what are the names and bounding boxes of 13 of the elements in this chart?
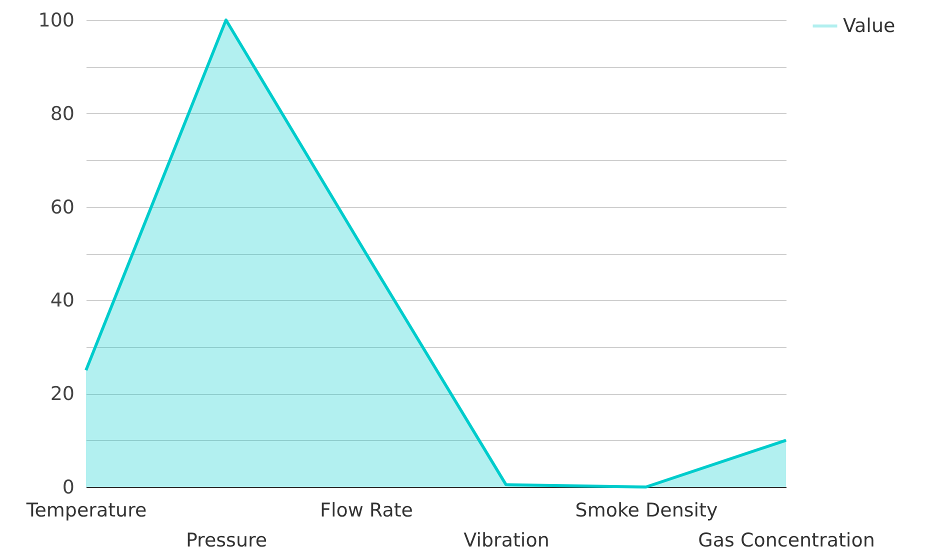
y-tick-label: 20	[50, 383, 74, 406]
y-tick-label: 0	[62, 476, 74, 498]
y-tick-label: 60	[50, 196, 74, 218]
y-tick-label: 40	[50, 290, 74, 312]
x-tick-label: Flow Rate	[320, 500, 413, 522]
x-tick-label: Temperature	[25, 500, 147, 522]
x-tick-label: Pressure	[186, 530, 268, 552]
y-tick-label: 100	[38, 10, 74, 32]
legend-label: Value	[843, 15, 896, 37]
x-tick-label: Smoke Density	[575, 500, 718, 522]
x-tick-label: Gas Concentration	[698, 530, 875, 552]
x-tick-label: Vibration	[464, 530, 550, 552]
y-tick-label: 80	[50, 102, 74, 125]
